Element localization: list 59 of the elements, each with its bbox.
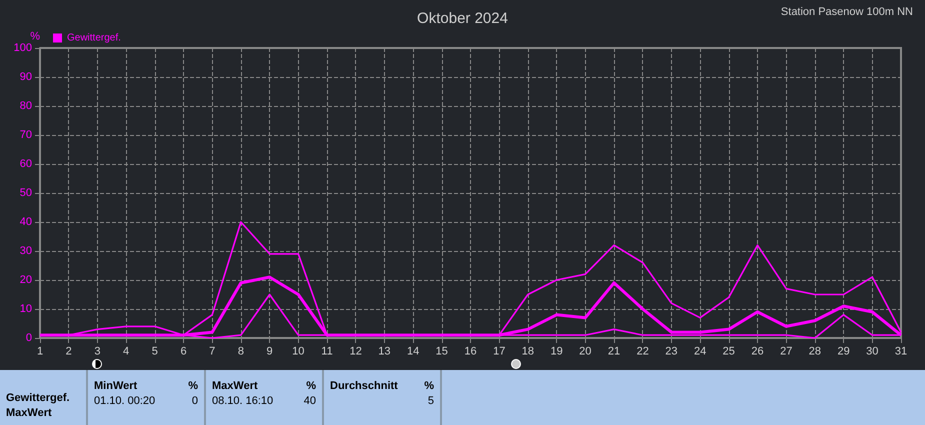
text: Gewittergef. bbox=[6, 392, 71, 404]
x-tick-label: 13 bbox=[378, 346, 391, 358]
x-tick-label: 20 bbox=[579, 346, 592, 358]
x-tick-label: 26 bbox=[751, 346, 764, 358]
x-tick-label: 9 bbox=[266, 346, 273, 358]
y-tick-label: 90 bbox=[20, 71, 32, 83]
x-tick-label: 31 bbox=[894, 346, 908, 358]
y-tick-label: 50 bbox=[20, 187, 32, 199]
text: 5 bbox=[428, 395, 434, 407]
x-tick-label: 27 bbox=[780, 346, 792, 358]
x-tick-label: 6 bbox=[180, 346, 187, 358]
text: % bbox=[188, 380, 198, 392]
x-tick-label: 29 bbox=[837, 346, 850, 358]
x-tick-label: 21 bbox=[608, 346, 620, 358]
text: % bbox=[306, 380, 316, 392]
x-tick-label: 25 bbox=[722, 346, 735, 358]
x-tick-label: 18 bbox=[522, 346, 534, 358]
x-tick-label: 3 bbox=[94, 346, 100, 358]
y-tick-label: 30 bbox=[20, 245, 32, 257]
text: MinWert bbox=[94, 380, 138, 392]
text: Durchschnitt bbox=[330, 380, 398, 392]
text: 0 bbox=[192, 395, 198, 407]
y-tick-label: 60 bbox=[20, 158, 32, 170]
legend-label: Gewittergef. bbox=[67, 32, 121, 44]
y-tick-label: 40 bbox=[20, 216, 32, 228]
text: 01.10. 00:20 bbox=[94, 395, 156, 407]
y-tick-label: 70 bbox=[20, 129, 32, 141]
y-tick-label: 0 bbox=[26, 332, 32, 344]
x-tick-label: 8 bbox=[238, 346, 244, 358]
y-tick-label: 20 bbox=[20, 274, 32, 286]
text: 40 bbox=[304, 395, 316, 407]
x-tick-label: 23 bbox=[665, 346, 678, 358]
x-tick-label: 5 bbox=[152, 346, 158, 358]
x-tick-label: 4 bbox=[123, 346, 130, 358]
y-axis-title: % bbox=[30, 30, 40, 42]
text: % bbox=[424, 380, 434, 392]
text: MaxWert bbox=[6, 407, 53, 419]
x-tick-label: 28 bbox=[808, 346, 822, 358]
y-tick-label: 80 bbox=[20, 100, 32, 112]
x-tick-label: 16 bbox=[464, 346, 477, 358]
x-tick-label: 30 bbox=[866, 346, 878, 358]
x-tick-label: 2 bbox=[66, 346, 72, 358]
x-tick-label: 24 bbox=[694, 346, 706, 358]
chart-title: Oktober 2024 bbox=[417, 10, 508, 27]
x-tick-label: 15 bbox=[436, 346, 448, 358]
text: Station Pasenow 100m NN bbox=[780, 6, 913, 18]
x-tick-label: 14 bbox=[406, 346, 420, 358]
x-tick-label: 1 bbox=[36, 346, 44, 358]
y-tick-label: 100 bbox=[14, 42, 32, 54]
x-tick-label: 11 bbox=[321, 346, 333, 358]
text: MaxWert bbox=[212, 380, 258, 392]
x-tick-label: 10 bbox=[292, 346, 304, 358]
x-tick-label: 22 bbox=[636, 346, 649, 358]
x-tick-label: 12 bbox=[350, 346, 362, 358]
x-tick-label: 17 bbox=[493, 346, 506, 358]
x-tick-label: 19 bbox=[550, 346, 563, 358]
x-tick-label: 7 bbox=[209, 346, 216, 358]
y-tick-label: 10 bbox=[20, 303, 32, 315]
text: 08.10. 16:10 bbox=[212, 395, 274, 407]
